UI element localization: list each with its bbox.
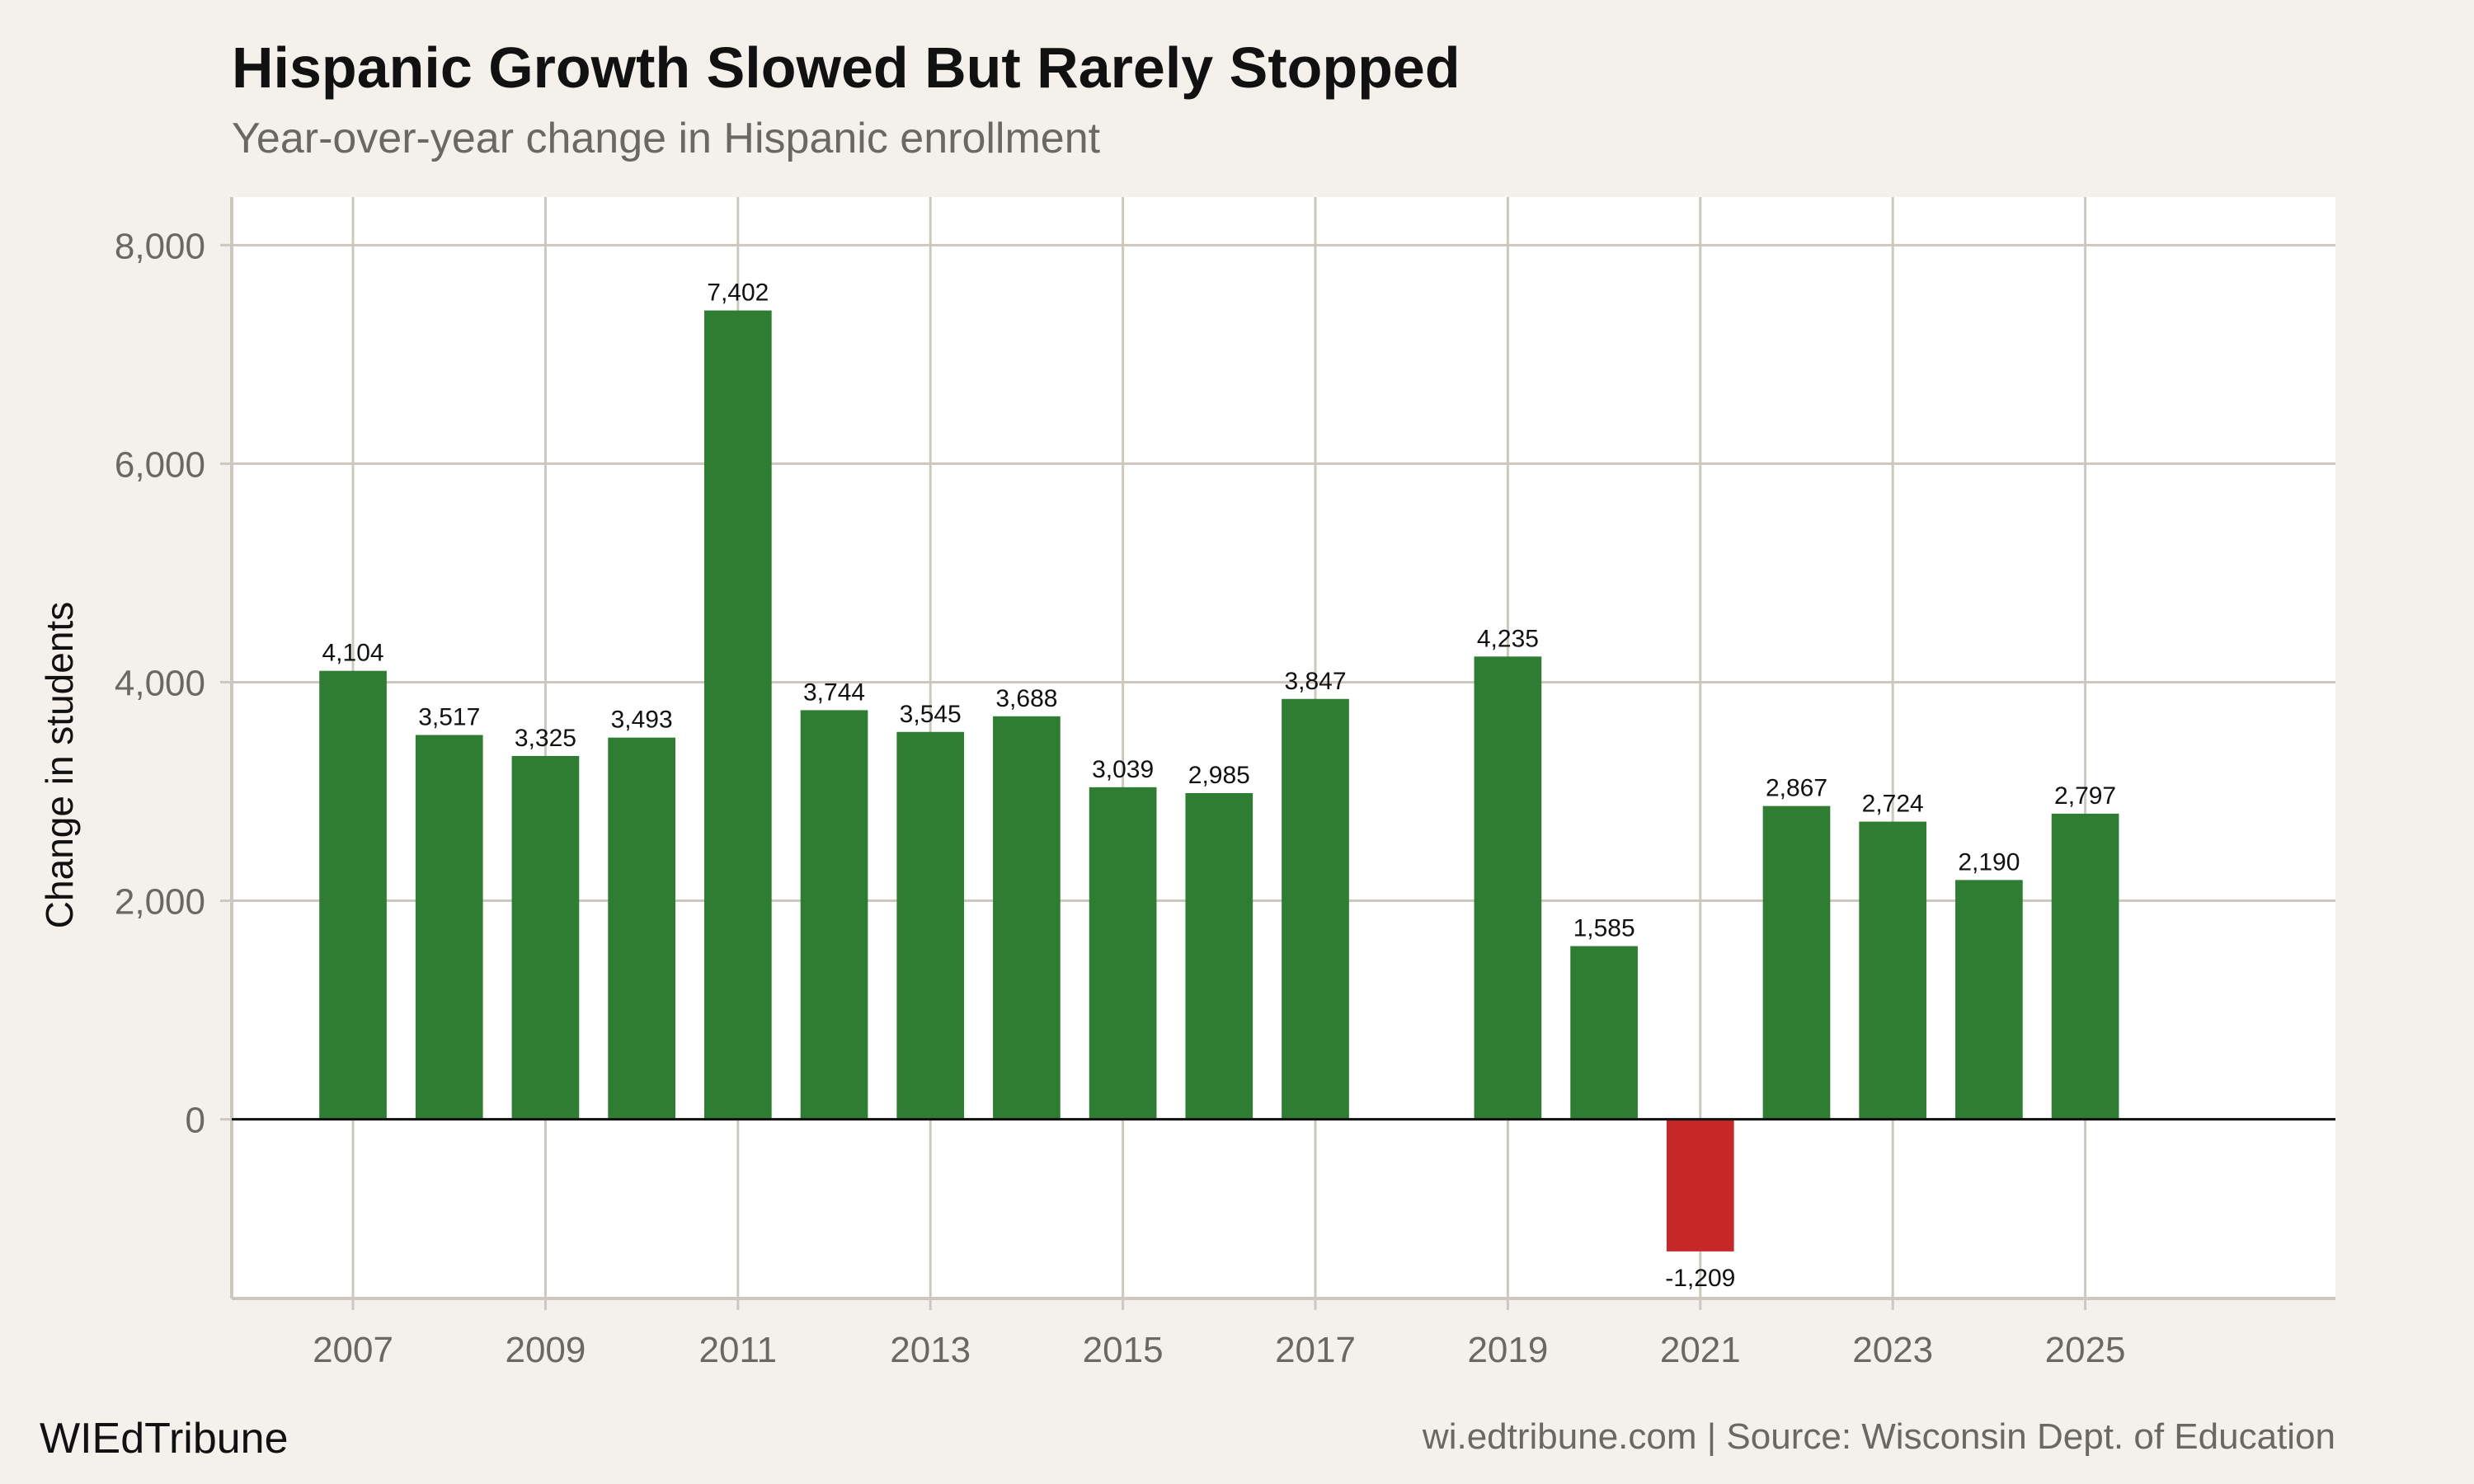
data-label-2022: 2,867 <box>1766 775 1827 802</box>
bar-2008 <box>415 735 483 1120</box>
x-tick-label: 2025 <box>2045 1330 2126 1370</box>
data-label-2019: 4,235 <box>1477 625 1539 652</box>
x-tick-label: 2013 <box>890 1330 971 1370</box>
x-tick-label: 2017 <box>1275 1330 1356 1370</box>
data-label-2020: 1,585 <box>1573 915 1635 942</box>
data-label-2009: 3,325 <box>515 725 576 752</box>
bar-2017 <box>1282 698 1349 1120</box>
data-label-2014: 3,688 <box>995 685 1057 712</box>
x-tick-label: 2021 <box>1660 1330 1741 1370</box>
data-label-2012: 3,744 <box>803 679 865 706</box>
bar-2020 <box>1570 946 1638 1120</box>
bar-2014 <box>993 716 1061 1120</box>
y-tick-label: 4,000 <box>115 663 205 703</box>
bar-2025 <box>2051 813 2119 1120</box>
chart-subtitle: Year-over-year change in Hispanic enroll… <box>232 115 1101 162</box>
brand-logo-text: WIEdTribune <box>40 1415 289 1463</box>
data-label-2021: -1,209 <box>1665 1265 1735 1292</box>
data-label-2016: 2,985 <box>1188 762 1250 789</box>
bar-2007 <box>319 670 387 1120</box>
data-label-2008: 3,517 <box>418 703 480 730</box>
x-tick-label: 2011 <box>699 1330 778 1370</box>
data-label-2017: 3,847 <box>1284 668 1346 695</box>
y-tick-label: 6,000 <box>115 444 205 485</box>
bar-2016 <box>1185 793 1253 1120</box>
data-label-2011: 7,402 <box>707 279 769 307</box>
bar-2011 <box>703 310 772 1120</box>
bar-2013 <box>896 731 965 1120</box>
bar-2015 <box>1089 787 1157 1120</box>
y-tick-label: 8,000 <box>115 226 205 266</box>
bar-2012 <box>800 710 868 1120</box>
x-tick-label: 2007 <box>313 1330 393 1370</box>
x-tick-label: 2009 <box>505 1330 586 1370</box>
data-label-2013: 3,545 <box>900 701 962 728</box>
x-tick-label: 2015 <box>1083 1330 1164 1370</box>
x-tick-label: 2019 <box>1467 1330 1548 1370</box>
bar-2019 <box>1474 656 1542 1120</box>
bar-2024 <box>1955 880 2023 1120</box>
bar-2021 <box>1666 1119 1734 1252</box>
chart-title: Hispanic Growth Slowed But Rarely Stoppe… <box>232 35 1460 100</box>
bar-2010 <box>608 737 675 1120</box>
data-label-2024: 2,190 <box>1958 848 2020 876</box>
y-tick-label: 0 <box>186 1101 205 1141</box>
bar-2009 <box>511 755 580 1120</box>
data-label-2015: 3,039 <box>1092 756 1154 783</box>
bar-2023 <box>1859 821 1927 1120</box>
data-label-2007: 4,104 <box>322 640 383 667</box>
source-note: wi.edtribune.com | Source: Wisconsin Dep… <box>1422 1416 2335 1457</box>
data-label-2025: 2,797 <box>2054 782 2116 810</box>
data-label-2010: 3,493 <box>611 707 673 734</box>
x-tick-label: 2023 <box>1852 1330 1933 1370</box>
y-tick-label: 2,000 <box>115 882 205 923</box>
bar-2022 <box>1762 805 1831 1120</box>
data-label-2023: 2,724 <box>1862 791 1924 818</box>
